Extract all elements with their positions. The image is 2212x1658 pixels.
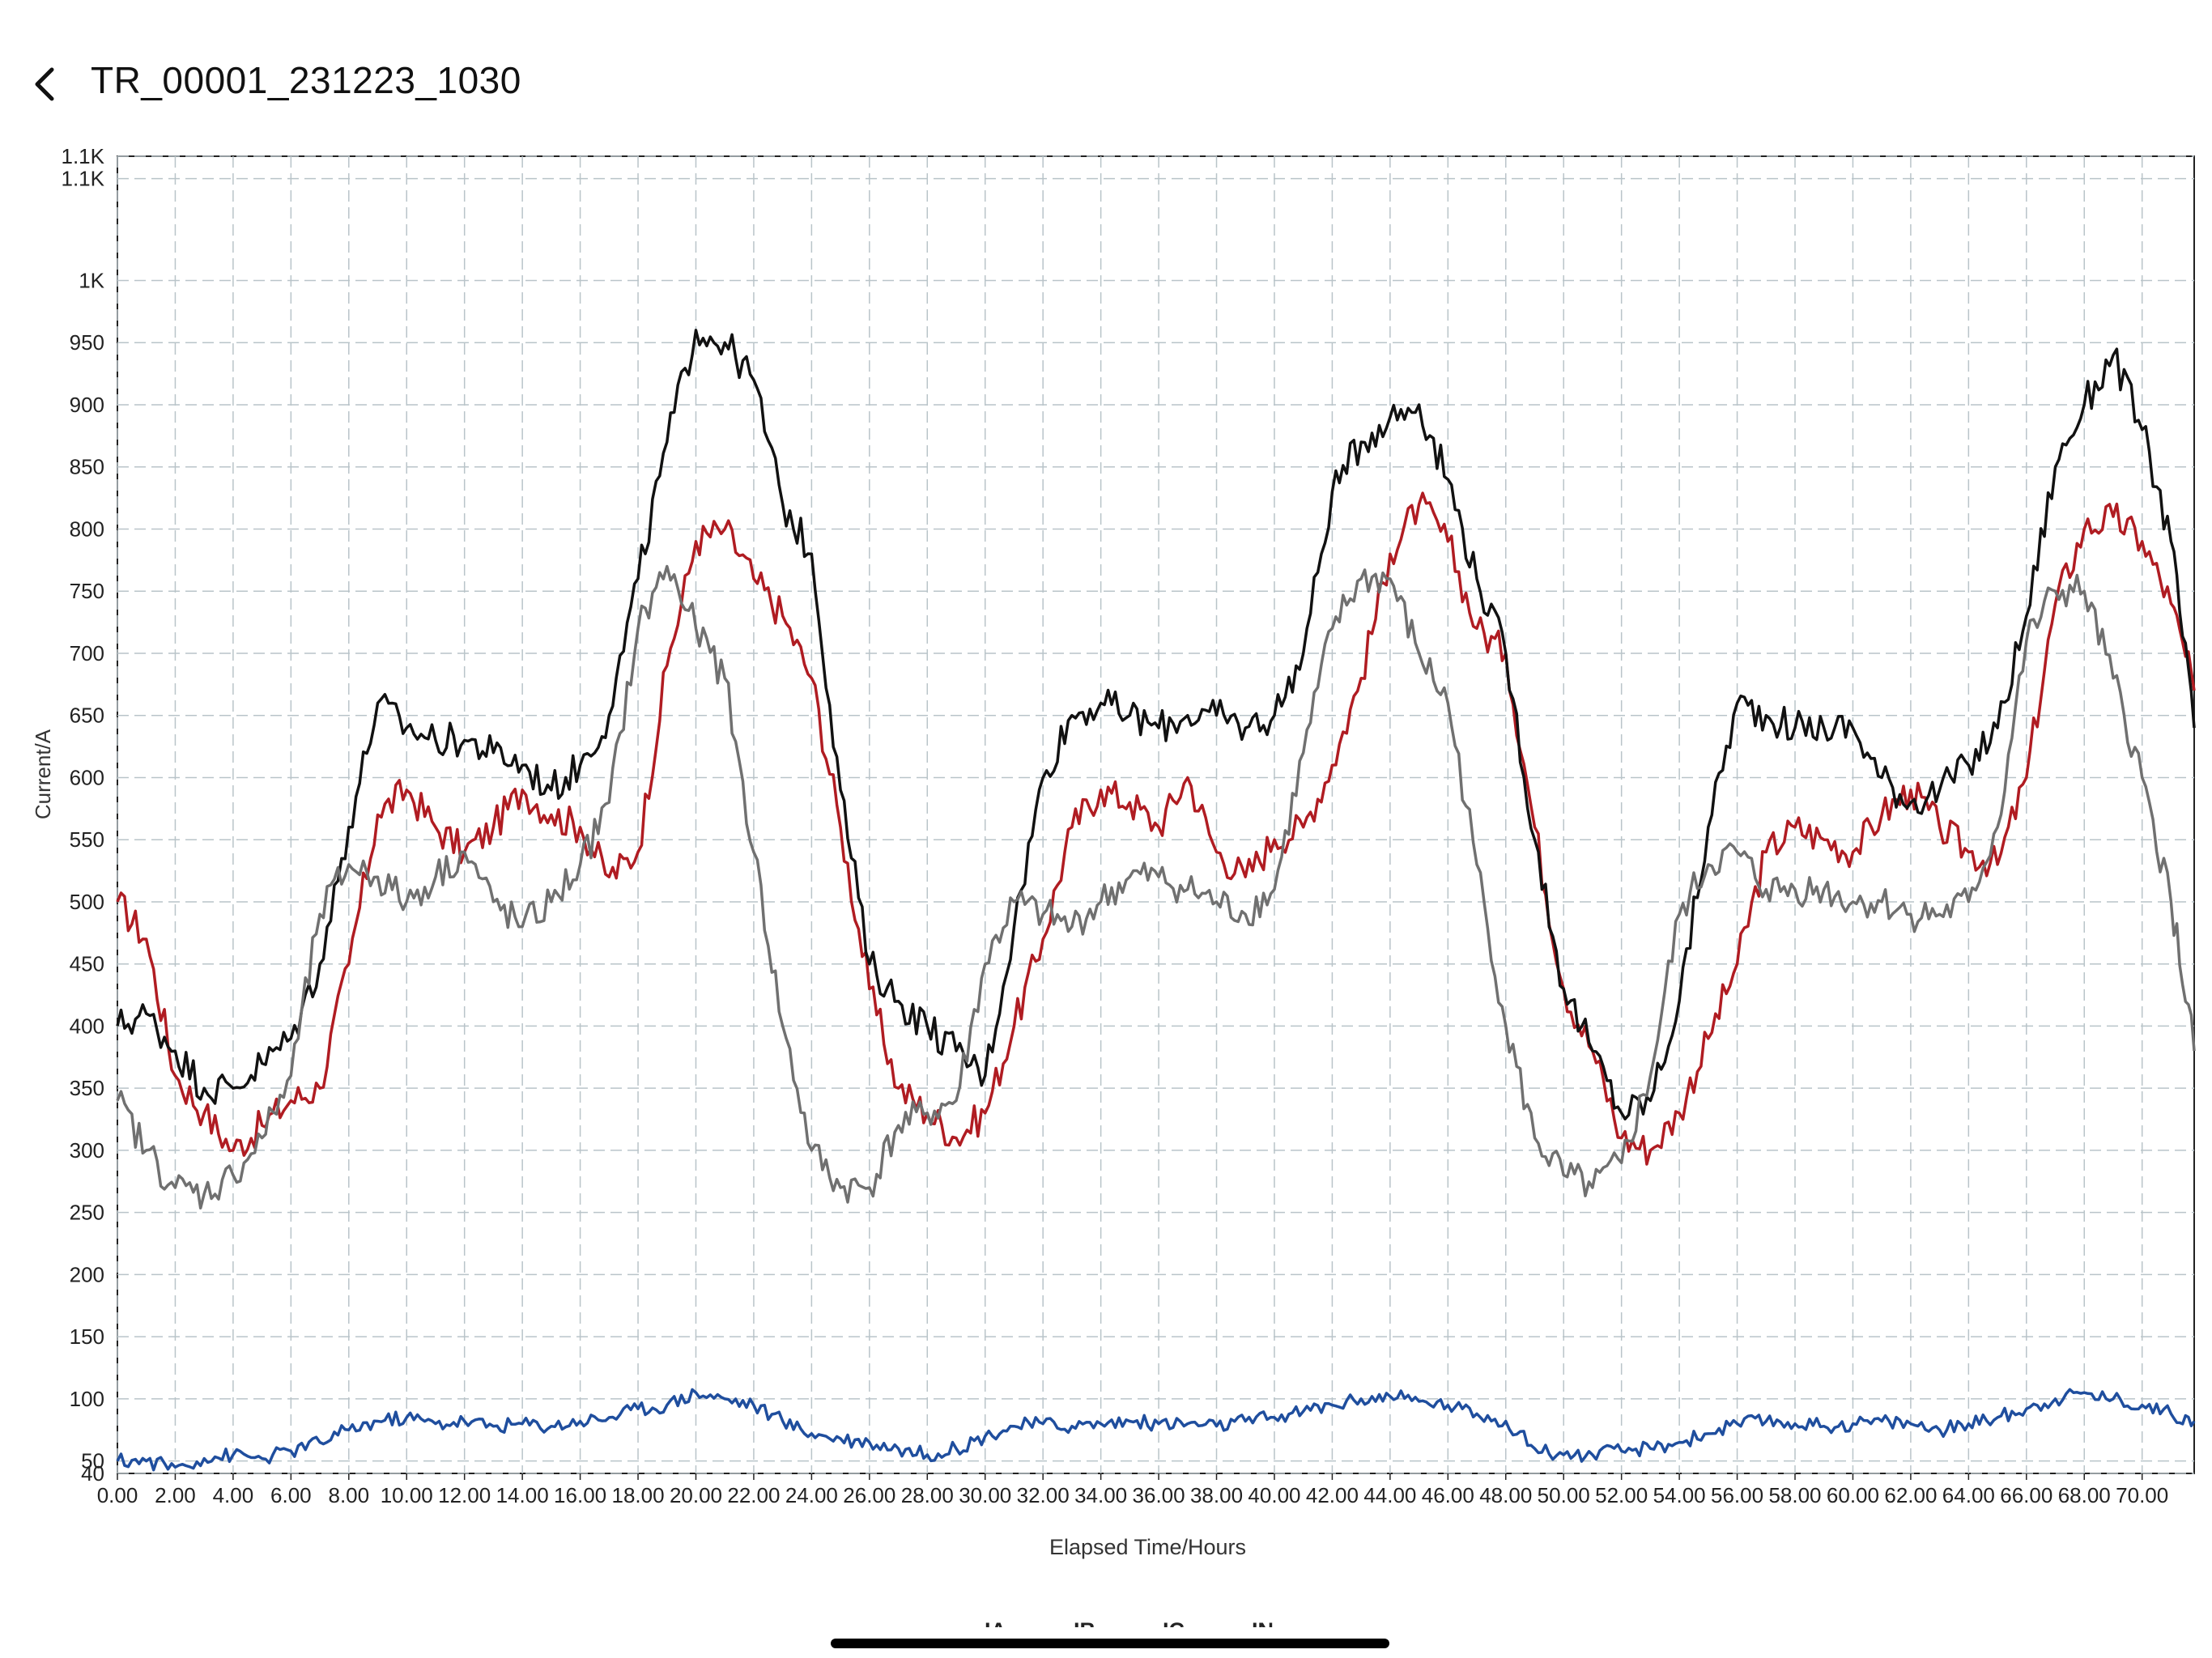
x-tick-label: 70.00: [2116, 1483, 2168, 1507]
x-tick-label: 24.00: [785, 1483, 838, 1507]
y-tick-label: 850: [70, 455, 104, 479]
x-tick-label: 58.00: [1768, 1483, 1821, 1507]
legend-label-ia: IA: [985, 1618, 1006, 1627]
y-tick-label: 1K: [79, 268, 104, 292]
y-tick-label: 200: [70, 1262, 104, 1286]
page-title: TR_00001_231223_1030: [91, 59, 521, 101]
x-tick-label: 18.00: [611, 1483, 664, 1507]
x-tick-label: 22.00: [727, 1483, 780, 1507]
x-tick-label: 10.00: [381, 1483, 433, 1507]
y-tick-label: 600: [70, 765, 104, 789]
y-tick-label: 300: [70, 1138, 104, 1163]
x-tick-label: 66.00: [2000, 1483, 2052, 1507]
x-tick-label: 8.00: [328, 1483, 369, 1507]
x-tick-label: 14.00: [496, 1483, 549, 1507]
back-button[interactable]: [23, 55, 71, 112]
x-tick-label: 12.00: [438, 1483, 491, 1507]
x-tick-label: 34.00: [1074, 1483, 1127, 1507]
x-tick-label: 54.00: [1653, 1483, 1706, 1507]
y-tick-label: 400: [70, 1014, 104, 1038]
y-tick-label: 450: [70, 952, 104, 976]
header: TR_00001_231223_1030: [0, 0, 2212, 154]
x-tick-label: 68.00: [2058, 1483, 2111, 1507]
x-tick-label: 0.00: [97, 1483, 138, 1507]
y-axis-label: Current/A: [31, 729, 55, 819]
y-tick-label: 40: [81, 1461, 104, 1486]
x-tick-label: 32.00: [1017, 1483, 1070, 1507]
y-tick-label: 900: [70, 393, 104, 417]
series-line-in: [116, 1388, 2196, 1472]
x-tick-label: 62.00: [1884, 1483, 1937, 1507]
x-tick-label: 64.00: [1942, 1483, 1995, 1507]
legend-label-in: IN: [1252, 1618, 1274, 1627]
y-tick-label: 800: [70, 517, 104, 541]
x-tick-label: 52.00: [1595, 1483, 1648, 1507]
y-tick-label: 350: [70, 1076, 104, 1100]
x-tick-label: 4.00: [213, 1483, 254, 1507]
home-indicator[interactable]: [831, 1639, 1389, 1648]
x-tick-label: 26.00: [843, 1483, 895, 1507]
series-line-ib: [116, 329, 2196, 1120]
y-tick-label: 700: [70, 641, 104, 665]
y-tick-label: 950: [70, 330, 104, 355]
y-tick-label: 50: [81, 1449, 104, 1473]
y-tick-label: 100: [70, 1387, 104, 1411]
x-tick-label: 50.00: [1538, 1483, 1590, 1507]
y-tick-label: 1.1K: [62, 167, 105, 191]
x-tick-label: 36.00: [1133, 1483, 1185, 1507]
x-tick-label: 40.00: [1248, 1483, 1300, 1507]
x-tick-label: 44.00: [1363, 1483, 1416, 1507]
y-tick-label: 150: [70, 1324, 104, 1349]
x-tick-label: 20.00: [670, 1483, 722, 1507]
y-tick-label: 650: [70, 704, 104, 728]
y-tick-label: 500: [70, 890, 104, 914]
x-tick-label: 6.00: [270, 1483, 312, 1507]
y-tick-label: 750: [70, 579, 104, 603]
legend-label-ic: IC: [1163, 1618, 1185, 1627]
x-tick-label: 38.00: [1190, 1483, 1243, 1507]
x-axis-label: Elapsed Time/Hours: [1049, 1535, 1246, 1559]
plot-area: [117, 155, 2195, 1474]
legend-label-ib: IB: [1074, 1618, 1095, 1627]
x-tick-label: 2.00: [155, 1483, 196, 1507]
x-tick-label: 46.00: [1422, 1483, 1474, 1507]
x-tick-label: 48.00: [1479, 1483, 1532, 1507]
x-tick-label: 56.00: [1711, 1483, 1763, 1507]
y-tick-label: 550: [70, 827, 104, 852]
y-tick-label: 250: [70, 1201, 104, 1225]
x-tick-label: 30.00: [959, 1483, 1011, 1507]
series-line-ic: [116, 564, 2196, 1209]
y-tick-label: 1.1K: [62, 144, 105, 168]
x-tick-label: 42.00: [1306, 1483, 1359, 1507]
x-tick-label: 60.00: [1827, 1483, 1879, 1507]
chevron-left-icon: [35, 67, 54, 101]
x-tick-label: 28.00: [901, 1483, 954, 1507]
x-tick-label: 16.00: [554, 1483, 606, 1507]
